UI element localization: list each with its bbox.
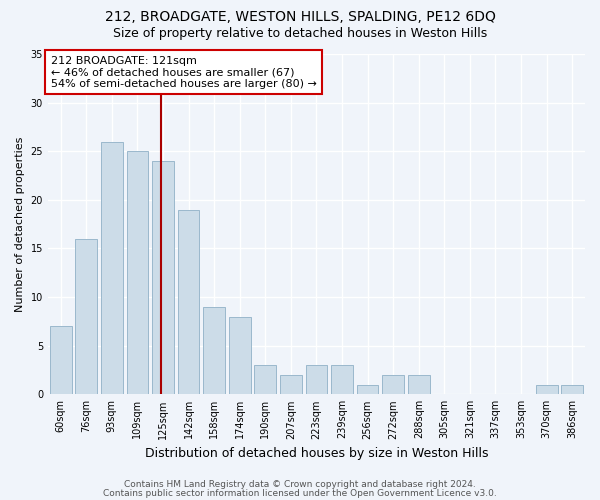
Bar	[254, 365, 276, 394]
Bar	[331, 365, 353, 394]
Bar	[50, 326, 71, 394]
Y-axis label: Number of detached properties: Number of detached properties	[15, 136, 25, 312]
Bar	[229, 316, 251, 394]
Bar	[127, 151, 148, 394]
Text: 212, BROADGATE, WESTON HILLS, SPALDING, PE12 6DQ: 212, BROADGATE, WESTON HILLS, SPALDING, …	[104, 10, 496, 24]
X-axis label: Distribution of detached houses by size in Weston Hills: Distribution of detached houses by size …	[145, 447, 488, 460]
Bar	[178, 210, 199, 394]
Bar	[203, 307, 225, 394]
Text: 212 BROADGATE: 121sqm
← 46% of detached houses are smaller (67)
54% of semi-deta: 212 BROADGATE: 121sqm ← 46% of detached …	[50, 56, 316, 89]
Text: Size of property relative to detached houses in Weston Hills: Size of property relative to detached ho…	[113, 28, 487, 40]
Bar	[152, 161, 174, 394]
Bar	[536, 384, 557, 394]
Text: Contains public sector information licensed under the Open Government Licence v3: Contains public sector information licen…	[103, 489, 497, 498]
Bar	[357, 384, 379, 394]
Text: Contains HM Land Registry data © Crown copyright and database right 2024.: Contains HM Land Registry data © Crown c…	[124, 480, 476, 489]
Bar	[305, 365, 328, 394]
Bar	[280, 375, 302, 394]
Bar	[562, 384, 583, 394]
Bar	[76, 238, 97, 394]
Bar	[382, 375, 404, 394]
Bar	[408, 375, 430, 394]
Bar	[101, 142, 123, 394]
